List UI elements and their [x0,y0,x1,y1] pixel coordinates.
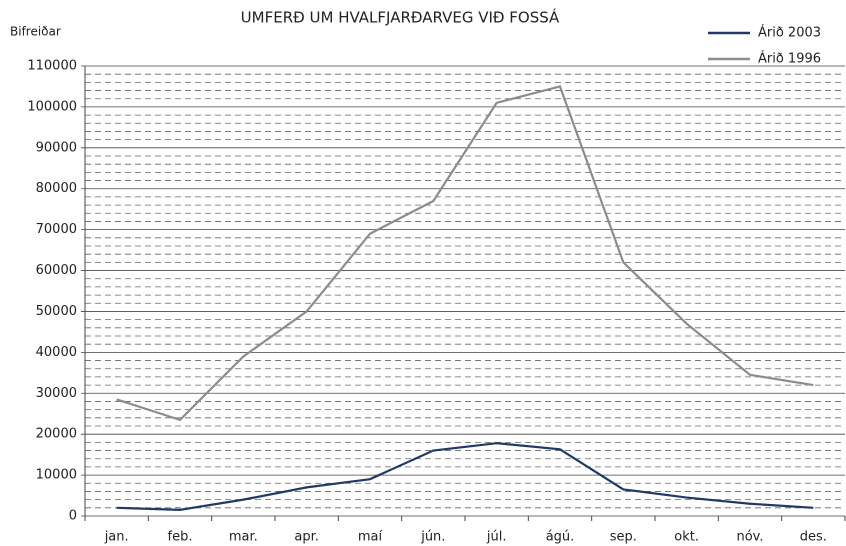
y-tick-label: 50000 [36,304,77,319]
y-tick-label: 70000 [36,222,77,237]
x-tick-label: feb. [168,530,193,545]
y-tick-label: 30000 [36,386,77,401]
x-tick-label: jún. [420,530,445,545]
x-tick-label: maí [358,530,383,545]
legend-label: Árið 2003 [758,25,821,41]
legend-label: Árið 1996 [758,51,821,67]
y-tick-label: 10000 [36,468,77,483]
x-tick-label: ágú. [546,530,575,545]
line-series [116,442,814,511]
x-tick-label: okt. [674,530,699,545]
x-tick-label: mar. [229,530,258,545]
x-tick-label: sep. [610,530,637,545]
y-tick-label: 0 [69,509,77,524]
line-series [116,85,814,422]
x-tick-label: des. [800,530,827,545]
y-tick-label: 110000 [27,59,77,74]
x-tick-label: nóv. [736,530,763,545]
y-axis-label: Bifreiðar [10,25,61,39]
y-tick-label: 90000 [36,140,77,155]
y-tick-label: 40000 [36,345,77,360]
x-tick-label: júl. [486,530,507,545]
x-tick-label: jan. [104,530,129,545]
y-tick-label: 20000 [36,427,77,442]
y-tick-label: 100000 [27,99,77,114]
y-tick-label: 60000 [36,263,77,278]
chart-title: UMFERÐ UM HVALFJARÐARVEG VIÐ FOSSÁ [241,8,560,27]
x-tick-label: apr. [294,530,319,545]
y-tick-label: 80000 [36,181,77,196]
